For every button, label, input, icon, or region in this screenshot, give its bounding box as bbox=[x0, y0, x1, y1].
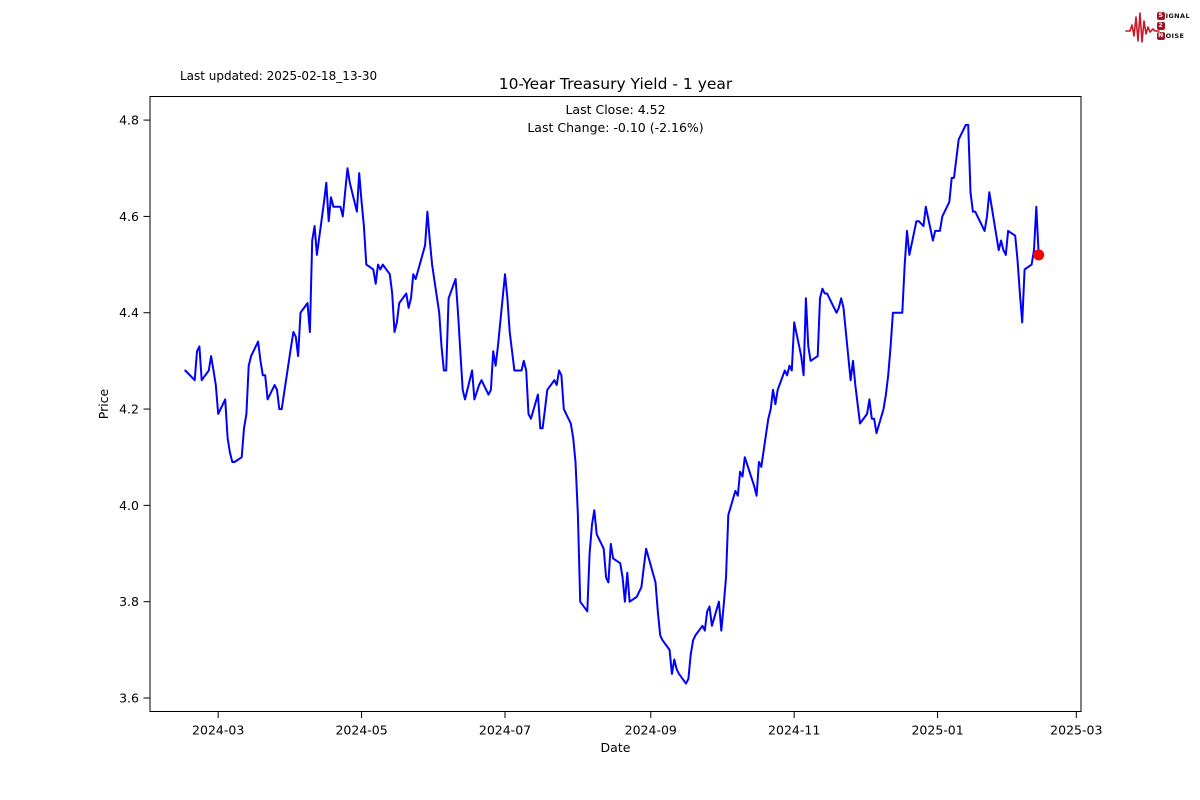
y-tick-label: 4.4 bbox=[119, 305, 139, 320]
y-axis-label: Price bbox=[96, 388, 111, 419]
y-tick-label: 4.0 bbox=[119, 498, 139, 513]
last-close-marker bbox=[1033, 249, 1045, 261]
yield-line bbox=[184, 123, 1040, 685]
x-tick-label: 2024-11 bbox=[768, 723, 820, 738]
plot-border bbox=[149, 96, 1082, 712]
x-axis-label: Date bbox=[601, 740, 631, 755]
y-tick-label: 3.8 bbox=[119, 594, 139, 609]
brand-badge-2: 2 bbox=[1156, 22, 1165, 30]
brand-badge-s: S bbox=[1156, 12, 1165, 20]
series-layer bbox=[184, 123, 1045, 685]
brand-logo-text: S IGNAL 2 N OISE bbox=[1156, 12, 1190, 40]
brand-row-signal: S IGNAL bbox=[1156, 12, 1190, 20]
brand-row-2: 2 bbox=[1156, 22, 1190, 30]
y-tick-label: 4.6 bbox=[119, 209, 139, 224]
subtitle-last-close: Last Close: 4.52 bbox=[565, 102, 665, 117]
brand-logo: S IGNAL 2 N OISE bbox=[1124, 6, 1190, 46]
brand-rest-oise: OISE bbox=[1165, 32, 1185, 40]
x-tick-label: 2025-03 bbox=[1050, 723, 1102, 738]
chart-title: 10-Year Treasury Yield - 1 year bbox=[499, 75, 733, 93]
last-updated-label: Last updated: 2025-02-18_13-30 bbox=[180, 69, 377, 83]
x-tick-label: 2024-03 bbox=[192, 723, 244, 738]
y-tick-label: 3.6 bbox=[119, 691, 139, 706]
y-tick-label: 4.2 bbox=[119, 402, 139, 417]
x-tick-label: 2024-09 bbox=[625, 723, 677, 738]
x-tick-label: 2024-07 bbox=[479, 723, 531, 738]
subtitle-last-change: Last Change: -0.10 (-2.16%) bbox=[527, 120, 703, 135]
y-tick-label: 4.8 bbox=[119, 113, 139, 128]
x-tick-label: 2024-05 bbox=[335, 723, 387, 738]
brand-badge-n: N bbox=[1156, 32, 1165, 40]
ecg-waveform-icon bbox=[1124, 12, 1160, 43]
x-tick-label: 2025-01 bbox=[911, 723, 963, 738]
brand-rest-ignal: IGNAL bbox=[1165, 12, 1190, 20]
axes-layer: 3.6 3.8 4.0 4.2 4.4 4.6 4.8 2024-03 2024-05 2024-… bbox=[119, 113, 1102, 738]
brand-row-noise: N OISE bbox=[1156, 32, 1190, 40]
